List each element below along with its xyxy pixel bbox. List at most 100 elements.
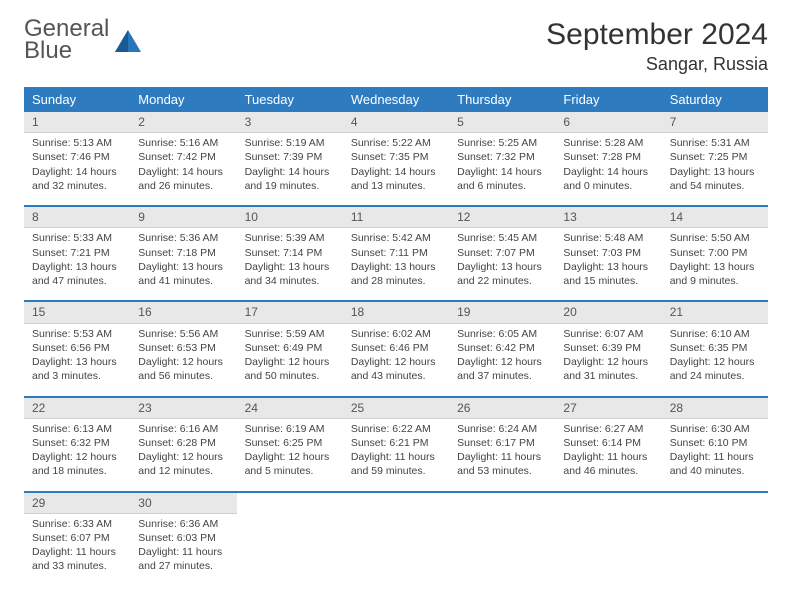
sunrise-text: Sunrise: 5:48 AM <box>563 231 653 245</box>
calendar-cell: 29Sunrise: 6:33 AMSunset: 6:07 PMDayligh… <box>24 492 130 586</box>
sunset-text: Sunset: 7:35 PM <box>351 150 441 164</box>
daylight-text: Daylight: 13 hours and 15 minutes. <box>563 260 653 288</box>
sunset-text: Sunset: 6:49 PM <box>245 341 335 355</box>
day-number: 6 <box>555 112 661 133</box>
sunrise-text: Sunrise: 5:31 AM <box>670 136 760 150</box>
daylight-text: Daylight: 11 hours and 53 minutes. <box>457 450 547 478</box>
sunset-text: Sunset: 6:17 PM <box>457 436 547 450</box>
calendar-table: SundayMondayTuesdayWednesdayThursdayFrid… <box>24 87 768 586</box>
sunrise-text: Sunrise: 6:16 AM <box>138 422 228 436</box>
sunrise-text: Sunrise: 6:05 AM <box>457 327 547 341</box>
day-number: 8 <box>24 207 130 228</box>
sunset-text: Sunset: 6:32 PM <box>32 436 122 450</box>
title-block: September 2024 Sangar, Russia <box>546 18 768 75</box>
day-number: 3 <box>237 112 343 133</box>
daylight-text: Daylight: 13 hours and 9 minutes. <box>670 260 760 288</box>
daylight-text: Daylight: 13 hours and 34 minutes. <box>245 260 335 288</box>
calendar-row: 15Sunrise: 5:53 AMSunset: 6:56 PMDayligh… <box>24 301 768 396</box>
sunset-text: Sunset: 7:18 PM <box>138 246 228 260</box>
sunrise-text: Sunrise: 5:22 AM <box>351 136 441 150</box>
sunset-text: Sunset: 6:07 PM <box>32 531 122 545</box>
sunrise-text: Sunrise: 5:36 AM <box>138 231 228 245</box>
day-body: Sunrise: 6:16 AMSunset: 6:28 PMDaylight:… <box>130 419 236 491</box>
day-number: 12 <box>449 207 555 228</box>
daylight-text: Daylight: 11 hours and 59 minutes. <box>351 450 441 478</box>
day-number: 29 <box>24 493 130 514</box>
day-body: Sunrise: 6:36 AMSunset: 6:03 PMDaylight:… <box>130 514 236 586</box>
calendar-cell: 17Sunrise: 5:59 AMSunset: 6:49 PMDayligh… <box>237 301 343 396</box>
sunrise-text: Sunrise: 5:56 AM <box>138 327 228 341</box>
daylight-text: Daylight: 12 hours and 50 minutes. <box>245 355 335 383</box>
sunrise-text: Sunrise: 6:02 AM <box>351 327 441 341</box>
sunset-text: Sunset: 6:21 PM <box>351 436 441 450</box>
calendar-cell: 13 Sunrise: 5:48 AMSunset: 7:03 PMDayligh… <box>555 206 661 301</box>
calendar-cell: 30Sunrise: 6:36 AMSunset: 6:03 PMDayligh… <box>130 492 236 586</box>
weekday-header: Monday <box>130 87 236 112</box>
daylight-text: Daylight: 14 hours and 13 minutes. <box>351 165 441 193</box>
sunrise-text: Sunrise: 5:28 AM <box>563 136 653 150</box>
calendar-cell: 7Sunrise: 5:31 AMSunset: 7:25 PMDaylight… <box>662 112 768 206</box>
calendar-cell: 20Sunrise: 6:07 AMSunset: 6:39 PMDayligh… <box>555 301 661 396</box>
day-number: 7 <box>662 112 768 133</box>
sunset-text: Sunset: 7:32 PM <box>457 150 547 164</box>
day-body: Sunrise: 5:25 AMSunset: 7:32 PMDaylight:… <box>449 133 555 205</box>
sunset-text: Sunset: 6:56 PM <box>32 341 122 355</box>
daylight-text: Daylight: 14 hours and 6 minutes. <box>457 165 547 193</box>
day-number: 24 <box>237 398 343 419</box>
sunrise-text: Sunrise: 6:13 AM <box>32 422 122 436</box>
day-number: 25 <box>343 398 449 419</box>
calendar-cell: 24Sunrise: 6:19 AMSunset: 6:25 PMDayligh… <box>237 397 343 492</box>
sunset-text: Sunset: 7:25 PM <box>670 150 760 164</box>
sunset-text: Sunset: 6:14 PM <box>563 436 653 450</box>
day-number: 11 <box>343 207 449 228</box>
daylight-text: Daylight: 12 hours and 31 minutes. <box>563 355 653 383</box>
day-body: Sunrise: 5:56 AMSunset: 6:53 PMDaylight:… <box>130 324 236 396</box>
day-number: 9 <box>130 207 236 228</box>
daylight-text: Daylight: 11 hours and 40 minutes. <box>670 450 760 478</box>
calendar-row: 22Sunrise: 6:13 AMSunset: 6:32 PMDayligh… <box>24 397 768 492</box>
calendar-cell: 12Sunrise: 5:45 AMSunset: 7:07 PMDayligh… <box>449 206 555 301</box>
sunrise-text: Sunrise: 6:33 AM <box>32 517 122 531</box>
sunrise-text: Sunrise: 6:27 AM <box>563 422 653 436</box>
sunset-text: Sunset: 7:46 PM <box>32 150 122 164</box>
calendar-cell: 22Sunrise: 6:13 AMSunset: 6:32 PMDayligh… <box>24 397 130 492</box>
day-number: 30 <box>130 493 236 514</box>
calendar-cell: 1Sunrise: 5:13 AMSunset: 7:46 PMDaylight… <box>24 112 130 206</box>
sunset-text: Sunset: 7:21 PM <box>32 246 122 260</box>
day-number: 17 <box>237 302 343 323</box>
sunset-text: Sunset: 7:00 PM <box>670 246 760 260</box>
calendar-cell: 16Sunrise: 5:56 AMSunset: 6:53 PMDayligh… <box>130 301 236 396</box>
sunrise-text: Sunrise: 5:16 AM <box>138 136 228 150</box>
weekday-header: Friday <box>555 87 661 112</box>
sunset-text: Sunset: 6:46 PM <box>351 341 441 355</box>
calendar-cell: 5Sunrise: 5:25 AMSunset: 7:32 PMDaylight… <box>449 112 555 206</box>
calendar-cell: 19Sunrise: 6:05 AMSunset: 6:42 PMDayligh… <box>449 301 555 396</box>
sunset-text: Sunset: 6:53 PM <box>138 341 228 355</box>
sunrise-text: Sunrise: 5:25 AM <box>457 136 547 150</box>
day-number: 28 <box>662 398 768 419</box>
sunset-text: Sunset: 7:03 PM <box>563 246 653 260</box>
day-body: Sunrise: 5:19 AMSunset: 7:39 PMDaylight:… <box>237 133 343 205</box>
day-body: Sunrise: 6:30 AMSunset: 6:10 PMDaylight:… <box>662 419 768 491</box>
sunset-text: Sunset: 7:39 PM <box>245 150 335 164</box>
day-number: 13 <box>555 207 661 228</box>
daylight-text: Daylight: 12 hours and 18 minutes. <box>32 450 122 478</box>
day-number: 23 <box>130 398 236 419</box>
daylight-text: Daylight: 11 hours and 27 minutes. <box>138 545 228 573</box>
calendar-cell: 18Sunrise: 6:02 AMSunset: 6:46 PMDayligh… <box>343 301 449 396</box>
calendar-cell: 4Sunrise: 5:22 AMSunset: 7:35 PMDaylight… <box>343 112 449 206</box>
calendar-cell: 15Sunrise: 5:53 AMSunset: 6:56 PMDayligh… <box>24 301 130 396</box>
calendar-cell: 8Sunrise: 5:33 AMSunset: 7:21 PMDaylight… <box>24 206 130 301</box>
daylight-text: Daylight: 14 hours and 0 minutes. <box>563 165 653 193</box>
sunrise-text: Sunrise: 5:13 AM <box>32 136 122 150</box>
day-body: Sunrise: 6:27 AMSunset: 6:14 PMDaylight:… <box>555 419 661 491</box>
sunrise-text: Sunrise: 6:07 AM <box>563 327 653 341</box>
sunrise-text: Sunrise: 6:30 AM <box>670 422 760 436</box>
calendar-cell: . <box>237 492 343 586</box>
day-body: Sunrise: 6:10 AMSunset: 6:35 PMDaylight:… <box>662 324 768 396</box>
sunrise-text: Sunrise: 5:39 AM <box>245 231 335 245</box>
day-body: Sunrise: 6:24 AMSunset: 6:17 PMDaylight:… <box>449 419 555 491</box>
day-number: 26 <box>449 398 555 419</box>
sunrise-text: Sunrise: 6:19 AM <box>245 422 335 436</box>
calendar-cell: 14Sunrise: 5:50 AMSunset: 7:00 PMDayligh… <box>662 206 768 301</box>
